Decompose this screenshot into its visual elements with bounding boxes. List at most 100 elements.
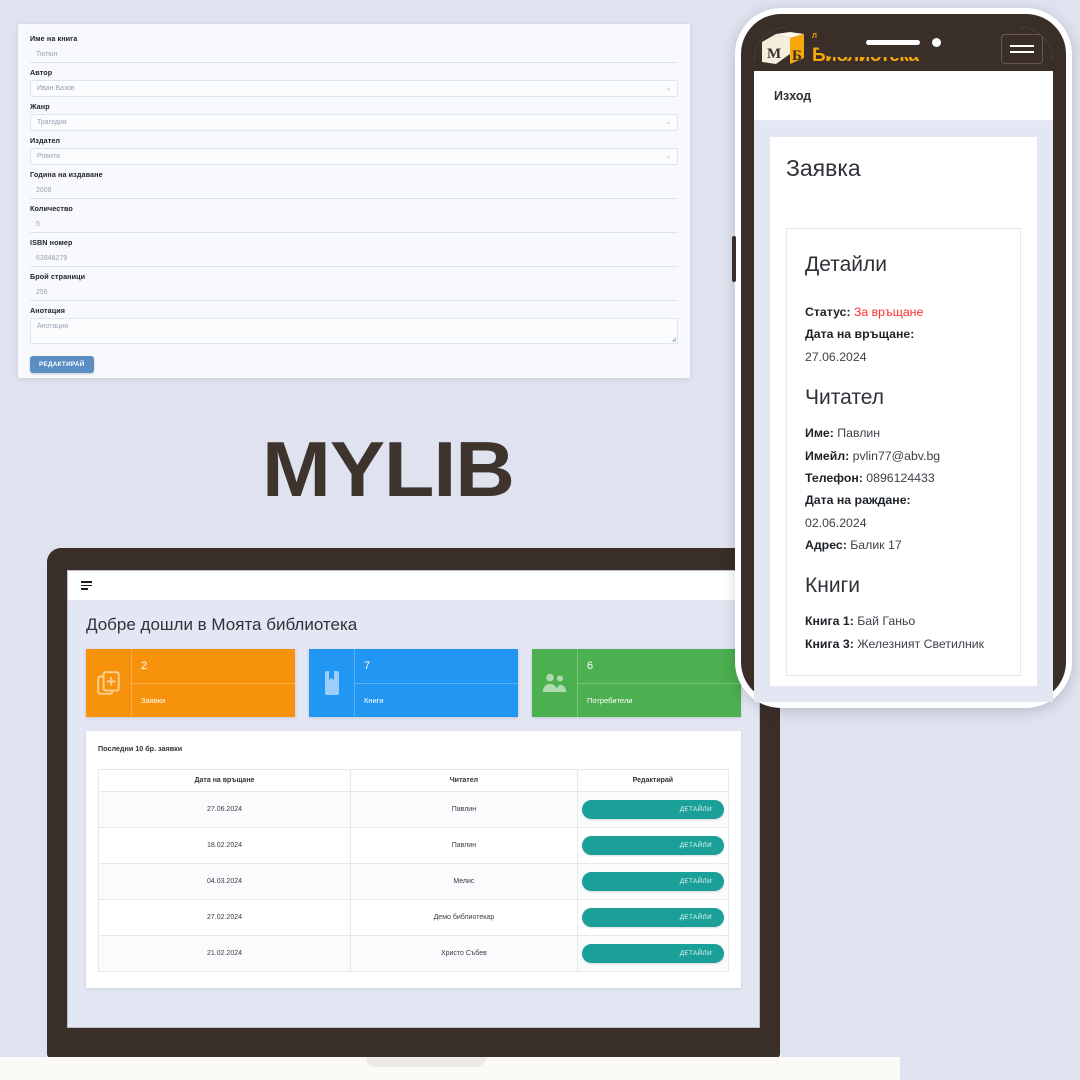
- reader-birth-row: Дата на раждане: 02.06.2024: [805, 489, 1002, 534]
- field-pages: Брой страници 256: [30, 272, 678, 301]
- front-camera-icon: [932, 37, 941, 47]
- field-label: Жанр: [30, 102, 50, 111]
- cell-action: ДЕТАЙЛИ: [576, 863, 730, 900]
- request-details-card: Детайли Статус: За връщане Дата на връща…: [786, 228, 1021, 677]
- book-value: Железният Светилник: [857, 636, 985, 651]
- phone-side-button[interactable]: [732, 236, 736, 282]
- status-badge: За връщане: [853, 305, 924, 319]
- stat-card-text: 6 Потребители: [577, 649, 741, 717]
- chevron-down-icon: ⌄: [665, 154, 671, 160]
- field-label: Анотация: [30, 306, 66, 315]
- laptop-mockup: Добре дошли в Моята библиотека 2: [47, 548, 780, 1058]
- dashboard-body: Добре дошли в Моята библиотека 2: [68, 601, 759, 1002]
- details-button[interactable]: ДЕТАЙЛИ: [581, 944, 724, 963]
- author-select-value: Иван Вазов: [37, 85, 75, 92]
- field-label: Брой страници: [30, 272, 86, 281]
- details-button[interactable]: ДЕТАЙЛИ: [581, 908, 724, 927]
- reader-phone-value: 0896124433: [866, 470, 935, 485]
- return-date-value: 27.06.2024: [805, 349, 867, 364]
- svg-text:М: М: [767, 46, 781, 62]
- book-value: Бай Ганьо: [857, 614, 916, 629]
- panel-title: Последни 10 бр. заявки: [98, 744, 183, 753]
- page-title: Заявка: [786, 155, 861, 181]
- stat-card-requests[interactable]: 2 Заявки: [86, 649, 295, 717]
- reader-birth-value: 02.06.2024: [805, 515, 867, 530]
- cell-action: ДЕТАЙЛИ: [576, 827, 730, 864]
- stat-card-users[interactable]: 6 Потребители: [532, 649, 741, 717]
- genre-select[interactable]: Трагедия ⌄: [30, 114, 678, 131]
- year-input[interactable]: 2008: [30, 182, 678, 199]
- annotation-textarea[interactable]: Анотация ◢: [30, 318, 678, 344]
- cell-action: ДЕТАЙЛИ: [576, 899, 730, 936]
- stat-value: 7: [354, 649, 518, 684]
- phone-mockup: М Б Библиотека ЛН Изход Заявка Детайли: [732, 8, 1072, 708]
- chevron-down-icon: ⌄: [665, 120, 671, 126]
- stat-card-books[interactable]: 7 Книги: [309, 649, 518, 717]
- phone-notch: [816, 27, 991, 57]
- users-icon: [532, 649, 577, 717]
- details-button[interactable]: ДЕТАЙЛИ: [581, 836, 724, 855]
- publisher-select[interactable]: Ровита ⌄: [30, 148, 678, 165]
- table-row: 27.06.2024 Павлин ДЕТАЙЛИ: [98, 791, 730, 828]
- edit-submit-button[interactable]: РЕДАКТИРАЙ: [30, 356, 94, 373]
- quantity-input[interactable]: 5: [30, 216, 678, 233]
- cell-action: ДЕТАЙЛИ: [576, 935, 730, 972]
- details-button[interactable]: ДЕТАЙЛИ: [581, 800, 724, 819]
- stat-label: Потребители: [577, 683, 741, 717]
- stat-value: 6: [577, 649, 741, 684]
- book-edit-form-card: Име на книга Тютюн Автор Иван Вазов ⌄ Жа…: [18, 24, 690, 378]
- cell-date: 04.03.2024: [98, 863, 351, 900]
- column-header-reader: Читател: [350, 769, 578, 792]
- logout-link[interactable]: Изход: [774, 88, 812, 103]
- chevron-down-icon: ⌄: [665, 86, 671, 92]
- details-button[interactable]: ДЕТАЙЛИ: [581, 872, 724, 891]
- return-date-label: Дата на връщане:: [805, 327, 915, 342]
- book-icon: [309, 649, 354, 717]
- phone-screen: М Б Библиотека ЛН Изход Заявка Детайли: [754, 27, 1053, 702]
- annotation-placeholder: Анотация: [37, 323, 69, 330]
- add-document-icon: [86, 649, 131, 717]
- column-header-date: Дата на връщане: [98, 769, 351, 792]
- cell-reader: Христо Събев: [350, 935, 578, 972]
- isbn-input[interactable]: 63948279: [30, 250, 678, 267]
- table-row: 18.02.2024 Павлин ДЕТАЙЛИ: [98, 827, 730, 864]
- field-label: ISBN номер: [30, 238, 73, 247]
- field-annotation: Анотация Анотация ◢: [30, 306, 678, 344]
- author-select[interactable]: Иван Вазов ⌄: [30, 80, 678, 97]
- reader-name-value: Павлин: [837, 426, 881, 441]
- status-label: Статус:: [805, 305, 851, 319]
- field-label: Количество: [30, 204, 73, 213]
- book-row: Книга 1: Бай Ганьо: [805, 610, 1002, 632]
- stat-label: Заявки: [131, 683, 295, 717]
- table-row: 27.02.2024 Демо библиотекар ДЕТАЙЛИ: [98, 899, 730, 936]
- cell-date: 27.06.2024: [98, 791, 351, 828]
- cell-date: 27.02.2024: [98, 899, 351, 936]
- reader-phone-row: Телефон: 0896124433: [805, 467, 1002, 489]
- recent-requests-panel: Последни 10 бр. заявки Дата на връщане Ч…: [86, 731, 741, 988]
- publisher-select-value: Ровита: [37, 153, 60, 160]
- dashboard-topbar: [68, 571, 759, 601]
- books-heading: Книги: [805, 574, 860, 598]
- book-form-inner: Име на книга Тютюн Автор Иван Вазов ⌄ Жа…: [18, 24, 690, 373]
- hamburger-icon[interactable]: [81, 581, 92, 590]
- stat-card-text: 2 Заявки: [131, 649, 295, 717]
- book-title-input[interactable]: Тютюн: [30, 46, 678, 63]
- request-page: Заявка Детайли Статус: За връщане Дата н…: [770, 137, 1037, 687]
- book-row: Книга 3: Железният Светилник: [805, 633, 1002, 655]
- book-label: Книга 3:: [805, 636, 854, 651]
- hamburger-icon[interactable]: [1001, 34, 1043, 64]
- pages-input[interactable]: 256: [30, 284, 678, 301]
- reader-heading: Читател: [805, 386, 884, 410]
- reader-address-value: Балик 17: [850, 538, 902, 552]
- reader-email-row: Имейл: pvlin77@abv.bg: [805, 445, 1002, 467]
- field-book-title: Име на книга Тютюн: [30, 34, 678, 63]
- details-heading: Детайли: [805, 253, 887, 276]
- stat-card-text: 7 Книги: [354, 649, 518, 717]
- field-isbn: ISBN номер 63948279: [30, 238, 678, 267]
- cell-reader: Демо библиотекар: [350, 899, 578, 936]
- resize-grip-icon[interactable]: ◢: [671, 337, 676, 343]
- return-date-row: Дата на връщане: 27.06.2024: [805, 323, 1002, 368]
- genre-select-value: Трагедия: [37, 119, 67, 126]
- table-row: 04.03.2024 Мелис ДЕТАЙЛИ: [98, 863, 730, 900]
